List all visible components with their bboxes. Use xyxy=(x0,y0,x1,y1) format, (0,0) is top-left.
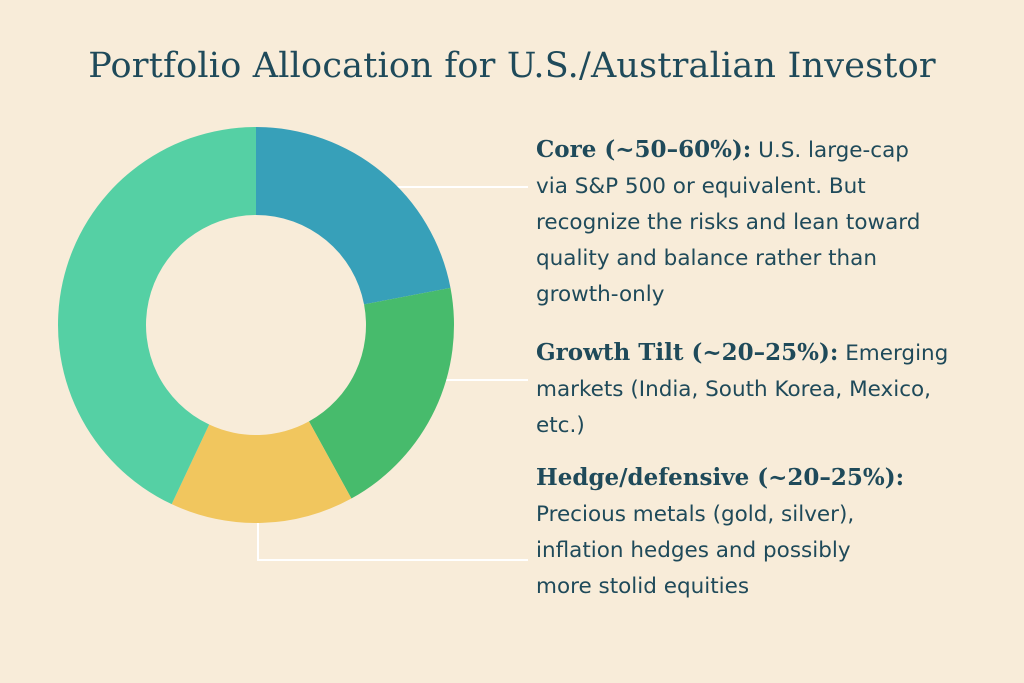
legend-hedge-text-line-1: Precious metals (gold, silver), xyxy=(536,502,855,527)
donut-slices xyxy=(58,127,454,523)
legend-core-text-line-1: U.S. large-cap xyxy=(758,138,909,163)
donut-slice-core xyxy=(256,127,451,305)
legend-growth-tilt-text-line-2: markets (India, South Korea, Mexico, xyxy=(536,377,931,402)
legend-core-heading: Core (~50–60%): xyxy=(536,136,752,163)
legend-hedge-text-line-3: more stolid equities xyxy=(536,574,750,599)
leader-line-hedge xyxy=(257,516,528,561)
legend-core-text-line-3: recognize the risks and lean toward xyxy=(536,210,921,235)
legend-hedge-heading: Hedge/defensive (~20–25%): xyxy=(536,464,905,491)
legend-hedge-defensive: Hedge/defensive (~20–25%): Precious meta… xyxy=(536,460,1006,605)
donut-slice-growth-tilt xyxy=(308,287,454,499)
legend-hedge-text-line-2: inflation hedges and possibly xyxy=(536,538,851,563)
chart-title: Portfolio Allocation for U.S./Australian… xyxy=(88,46,936,86)
legend-growth-tilt-text-line-1: Emerging xyxy=(845,341,949,366)
donut-slice-remainder xyxy=(58,127,257,505)
legend-core-text-line-5: growth-only xyxy=(536,282,665,307)
legend-growth-tilt: Growth Tilt (~20–25%): Emerging markets … xyxy=(536,335,1006,444)
donut-slice-hedge-defensive xyxy=(171,421,352,523)
legend-growth-tilt-heading: Growth Tilt (~20–25%): xyxy=(536,339,839,366)
legend-growth-tilt-text-line-3: etc.) xyxy=(536,413,585,438)
legend-core-text-line-4: quality and balance rather than xyxy=(536,246,877,271)
legend-core-text-line-2: via S&P 500 or equivalent. But xyxy=(536,174,866,199)
legend-core: Core (~50–60%): U.S. large-cap via S&P 5… xyxy=(536,132,1006,313)
